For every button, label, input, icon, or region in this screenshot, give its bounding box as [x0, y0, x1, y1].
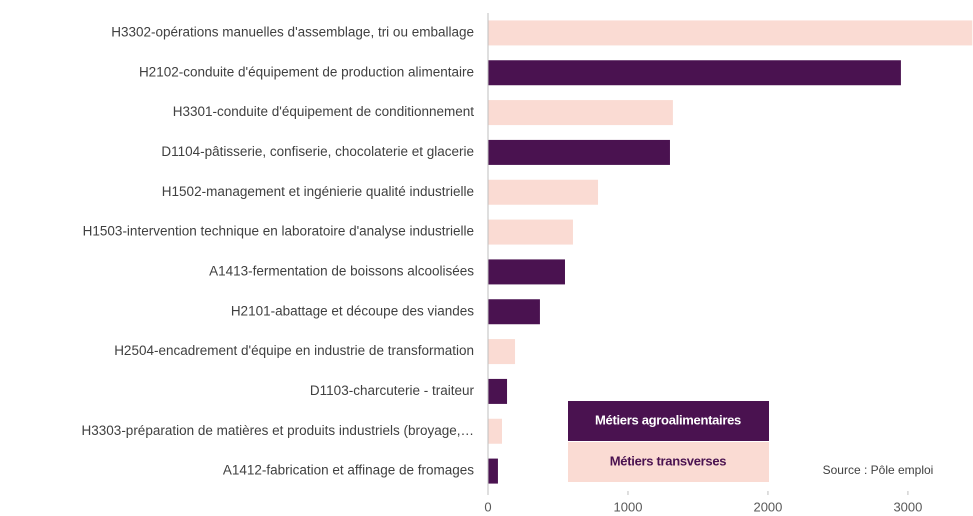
legend-swatch — [568, 442, 769, 482]
y-tick-label: H2102-conduite d'équipement de productio… — [139, 64, 474, 79]
y-tick-label: H1502-management et ingénierie qualité i… — [162, 184, 474, 199]
x-tick-label: 0 — [484, 499, 491, 514]
bar — [488, 219, 573, 245]
y-tick-label: H3302-opérations manuelles d'assemblage,… — [111, 24, 474, 39]
bar — [488, 418, 502, 444]
bar — [488, 20, 973, 46]
y-tick-label: H1503-intervention technique en laborato… — [83, 224, 474, 239]
y-tick-label: A1412-fabrication et affinage de fromage… — [223, 463, 474, 478]
source: Source : Pôle emploi — [823, 463, 934, 477]
legend-swatch — [568, 401, 769, 441]
x-tick-label: 2000 — [753, 499, 782, 514]
bar — [488, 60, 901, 86]
bar — [488, 179, 599, 205]
bar — [488, 339, 516, 365]
bar — [488, 458, 498, 484]
y-tick-label: H3301-conduite d'équipement de condition… — [173, 104, 475, 119]
y-tick-label: H2504-encadrement d'équipe en industrie … — [114, 343, 474, 358]
x-tick-label: 1000 — [614, 499, 643, 514]
y-tick-label: D1103-charcuterie - traiteur — [310, 383, 475, 398]
legend-label: Métiers agroalimentaires — [595, 412, 741, 427]
x-tick-label: 3000 — [893, 499, 922, 514]
y-tick-label: A1413-fermentation de boissons alcoolisé… — [209, 263, 474, 278]
y-tick-label: H2101-abattage et découpe des viandes — [231, 303, 474, 318]
bar — [488, 299, 540, 325]
bar — [488, 378, 508, 404]
y-tick-label: D1104-pâtisserie, confiserie, chocolater… — [161, 144, 474, 159]
bar — [488, 139, 670, 165]
bar — [488, 100, 673, 126]
legend-label: Métiers transverses — [610, 453, 726, 468]
bar — [488, 259, 565, 285]
y-tick-label: H3303-préparation de matières et produit… — [82, 423, 474, 438]
